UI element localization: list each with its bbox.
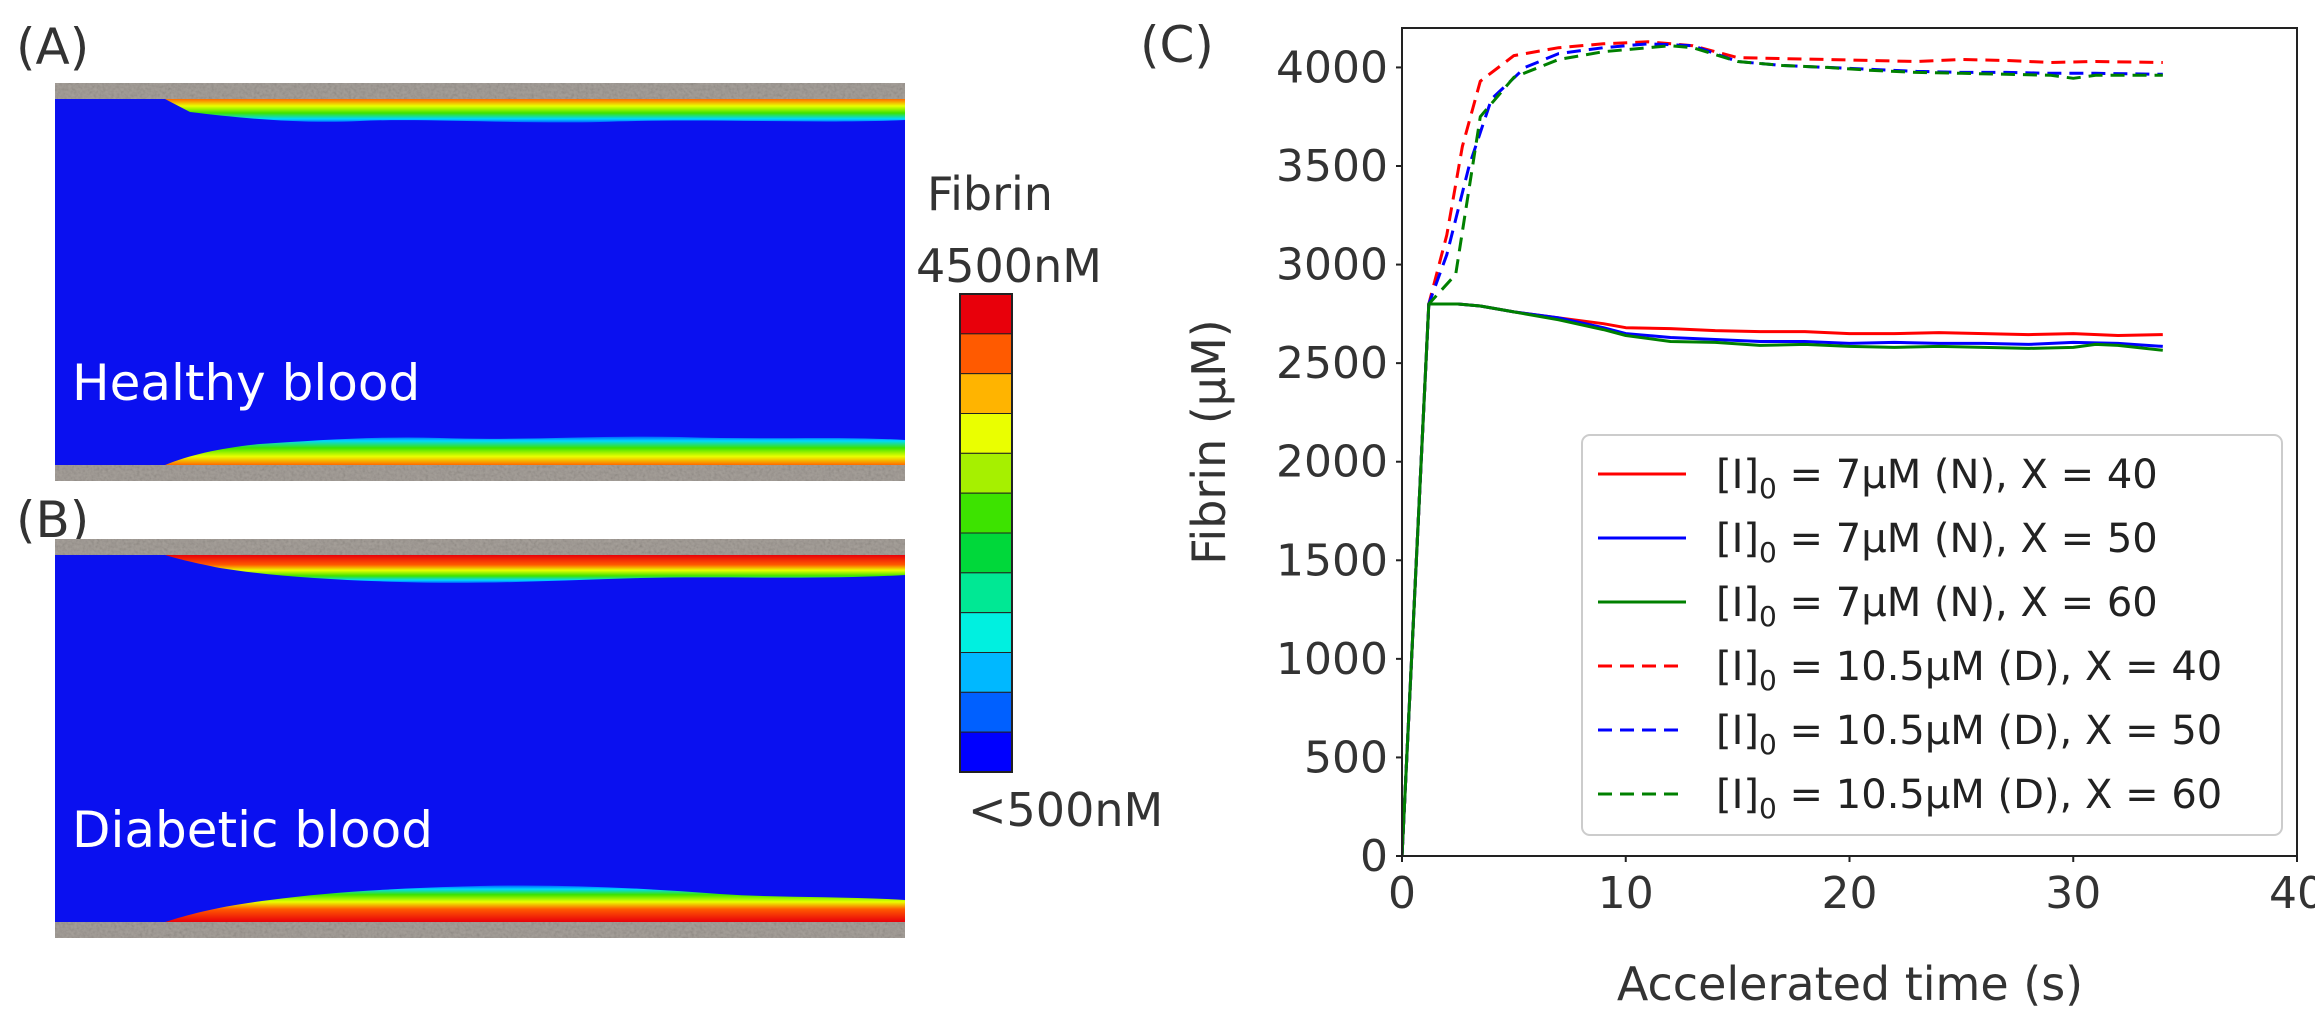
panel-a-caption: Healthy blood [72,354,420,412]
channel-b-fibrin-top [165,555,905,583]
series-line-5 [1402,42,2163,856]
colorbar-swatch [959,452,1013,494]
line-chart: 0 500 1000 1500 2000 2500 3000 3500 4000 0 10 20 30… [1182,27,2315,1011]
panel-b-caption: Diabetic blood [72,801,433,859]
legend-label: [I]0 = 7μM (N), X = 50 [1716,516,2158,569]
legend-entries: [I]0 = 7μM (N), X = 40 [I]0 = 7μM (N), X … [1598,452,2222,825]
x-tick-label: 10 [1598,868,1654,919]
channel-b-fibrin-bottom [165,885,905,922]
series-line-3 [1402,302,2163,856]
series-line-6 [1402,44,2163,856]
x-tick-label: 40 [2269,868,2315,919]
panel-a-label: (A) [16,18,89,76]
y-tick-label: 4000 [1276,42,1388,93]
y-tick-label: 2000 [1276,437,1388,488]
plot-frame [1401,27,2298,857]
colorbar-swatch [959,731,1013,773]
channel-b-wall-bottom [55,922,905,938]
colorbar-swatch [959,413,1013,454]
channel-healthy: Healthy blood [55,83,905,481]
x-tick-label: 30 [2045,868,2101,919]
colorbar-min-label: <500nM [968,783,1163,837]
colorbar-swatch [959,652,1013,693]
channel-b-fluid [55,555,905,922]
y-tick-label: 3000 [1276,240,1388,291]
colorbar-swatch [959,572,1013,614]
series-line-4 [1402,40,2163,856]
colorbar-frame [959,293,1013,773]
x-axis-title: Accelerated time (s) [1617,957,2083,1011]
y-tick-label: 3500 [1276,141,1388,192]
y-tick-label: 1500 [1276,535,1388,586]
y-tick-label: 0 [1360,831,1388,882]
channel-a-wall-bottom [55,465,905,481]
legend-label: [I]0 = 7μM (N), X = 60 [1716,580,2158,633]
y-tick-label: 1000 [1276,634,1388,685]
channel-b-wall-top [55,539,905,556]
legend-label: [I]0 = 10.5μM (D), X = 50 [1716,708,2222,761]
colorbar-swatch [959,293,1013,335]
colorbar-swatch [959,691,1013,733]
series-lines [1402,40,2163,856]
channel-a-fluid [55,99,905,465]
y-tick-label: 500 [1304,732,1388,783]
colorbar: Fibrin 4500nM <500nM [916,167,1163,837]
colorbar-swatch [959,373,1013,414]
legend-label: [I]0 = 7μM (N), X = 40 [1716,452,2158,505]
colorbar-swatch [959,333,1013,375]
x-tick-label: 20 [1822,868,1878,919]
legend: [I]0 = 7μM (N), X = 40 [I]0 = 7μM (N), X … [1581,434,2283,836]
channel-a-fibrin-top [165,99,905,123]
colorbar-swatch [959,532,1013,574]
y-axis-ticks: 0 500 1000 1500 2000 2500 3000 3500 4000 [1276,42,1402,882]
colorbar-swatches [959,293,1013,773]
colorbar-max-label: 4500nM [916,239,1102,293]
legend-box [1581,434,2283,836]
channel-a-fibrin-bottom [165,436,905,465]
channel-diabetic: Diabetic blood [55,539,905,938]
colorbar-swatch [959,492,1013,534]
x-tick-label: 0 [1388,868,1416,919]
panel-c-label: (C) [1140,16,1214,74]
y-tick-label: 2500 [1276,338,1388,389]
y-axis-title: Fibrin (μM) [1182,319,1236,564]
colorbar-swatch [959,612,1013,654]
colorbar-title: Fibrin [927,167,1053,221]
legend-label: [I]0 = 10.5μM (D), X = 40 [1716,644,2222,697]
x-axis-ticks: 0 10 20 30 40 [1388,856,2315,919]
channel-a-wall-top [55,83,905,100]
legend-label: [I]0 = 10.5μM (D), X = 60 [1716,772,2222,825]
